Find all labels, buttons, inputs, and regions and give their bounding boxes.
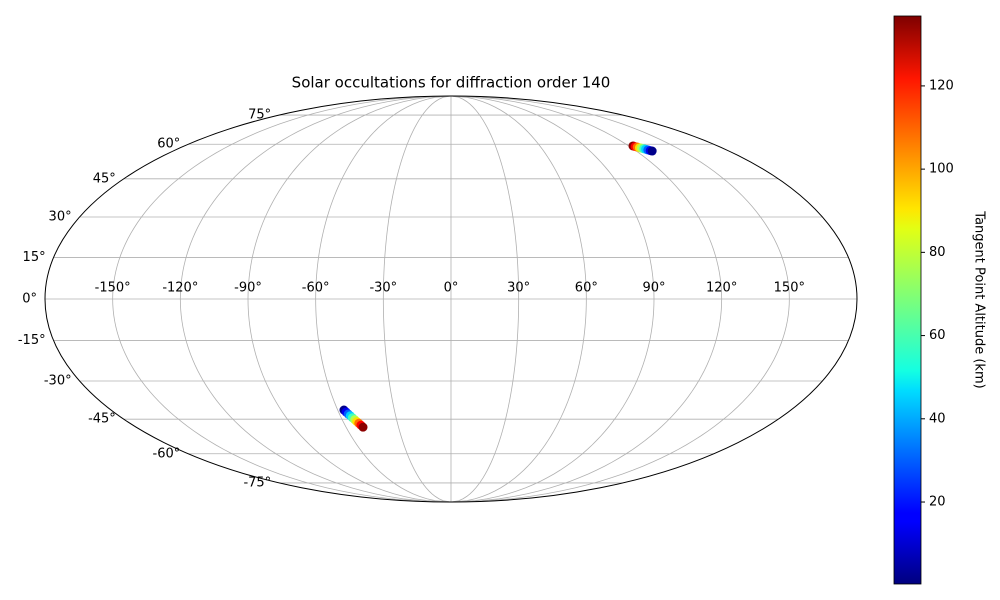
y-tick-label: -15° [18,333,46,348]
colorbar-tick-label: 60 [929,328,946,343]
x-tick-label: -30° [369,281,397,296]
grid-line [382,95,452,503]
x-tick-label: 120° [706,281,737,296]
y-tick-label: -75° [243,475,271,490]
x-tick-label: 30° [507,281,530,296]
grid-line [179,95,452,503]
colorbar-label: Tangent Point Altitude (km) [972,210,987,388]
colorbar-tick-label: 100 [929,162,954,177]
colorbar-tick-label: 40 [929,411,946,426]
colorbar-tick-label: 20 [929,495,946,510]
grid-line [315,95,452,503]
y-tick-label: -30° [44,374,72,389]
x-tick-label: -60° [302,281,330,296]
y-tick-label: 45° [93,171,116,186]
y-tick-label: 75° [248,108,271,123]
grid-line [450,95,520,503]
colorbar [893,15,922,585]
x-tick-label: -150° [95,281,131,296]
y-tick-label: 0° [22,292,37,307]
grid-line [450,95,587,503]
data-point [647,146,657,156]
chart-title: Solar occultations for diffraction order… [292,74,611,92]
x-tick-label: -120° [162,281,198,296]
grid-line [450,95,655,503]
grid-line [450,95,790,503]
x-tick-label: -90° [234,281,262,296]
map-boundary [44,95,858,503]
data-point [358,422,368,432]
y-tick-label: -45° [88,412,116,427]
y-tick-label: 15° [23,250,46,265]
x-tick-label: 150° [774,281,805,296]
x-tick-label: 0° [444,281,459,296]
x-tick-label: 90° [642,281,665,296]
x-tick-label: 60° [575,281,598,296]
y-tick-label: 30° [49,209,72,224]
grid-line [247,95,452,503]
colorbar-tick-label: 80 [929,245,946,260]
grid-line [112,95,452,503]
y-tick-label: 60° [157,137,180,152]
colorbar-tick-label: 120 [929,78,954,93]
grid-line [450,95,723,503]
y-tick-label: -60° [153,446,181,461]
